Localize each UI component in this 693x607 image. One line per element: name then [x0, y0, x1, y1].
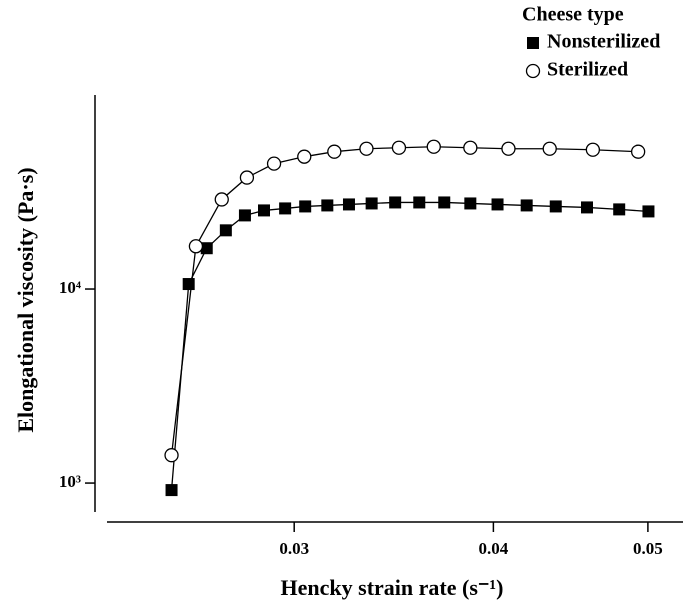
marker	[299, 200, 312, 213]
marker	[214, 192, 229, 207]
marker	[389, 196, 402, 209]
y-tick-label: 10³	[59, 472, 81, 491]
marker	[549, 200, 562, 213]
marker	[542, 141, 557, 156]
marker	[520, 199, 533, 212]
marker	[391, 140, 407, 155]
marker	[297, 149, 312, 164]
legend-label: Nonsterilized	[547, 31, 660, 53]
marker	[239, 170, 255, 185]
marker	[321, 199, 334, 212]
legend-title: Cheese type	[522, 4, 624, 26]
x-tick-label: 0.03	[279, 539, 309, 558]
y-axis-title: Elongational viscosity (Pa·s)	[13, 167, 38, 432]
marker	[238, 209, 251, 222]
marker	[266, 156, 282, 171]
marker	[200, 242, 213, 255]
marker	[438, 196, 451, 209]
marker	[342, 198, 355, 211]
legend-label: Sterilized	[547, 59, 628, 81]
x-tick-label: 0.04	[479, 539, 509, 558]
marker	[501, 141, 516, 156]
marker	[182, 278, 195, 291]
y-tick-label: 10⁴	[59, 278, 81, 297]
marker	[413, 196, 426, 209]
x-tick-label: 0.05	[633, 539, 663, 558]
marker	[359, 141, 374, 156]
marker	[630, 144, 646, 159]
marker	[327, 144, 342, 159]
legend-marker	[525, 63, 541, 79]
marker	[219, 224, 232, 237]
marker	[585, 142, 601, 157]
marker	[464, 197, 477, 210]
marker	[491, 198, 504, 211]
marker	[580, 201, 593, 214]
marker	[164, 448, 179, 463]
marker	[188, 239, 204, 254]
marker	[279, 202, 292, 215]
marker	[463, 140, 478, 155]
legend-marker	[527, 37, 539, 49]
marker	[258, 204, 271, 217]
series-line	[170, 146, 639, 456]
marker	[165, 484, 178, 497]
marker	[365, 197, 378, 210]
x-axis-title: Hencky strain rate (s⁻¹)	[281, 575, 504, 600]
marker	[426, 139, 441, 154]
series-line	[170, 201, 649, 491]
marker	[613, 203, 626, 216]
marker	[642, 205, 655, 218]
